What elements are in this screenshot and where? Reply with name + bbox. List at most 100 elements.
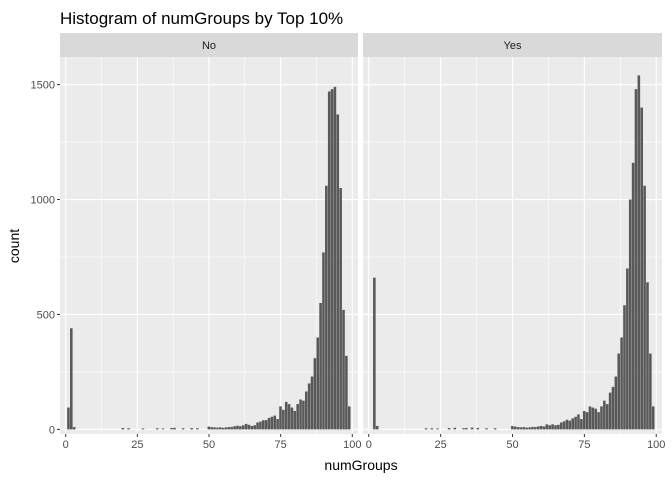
histogram-bar: [574, 416, 577, 430]
chart-title: Histogram of numGroups by Top 10%: [60, 9, 343, 28]
histogram-bar: [562, 421, 566, 430]
histogram-bar: [247, 424, 251, 430]
histogram-bar: [534, 427, 537, 430]
histogram-bar: [327, 91, 331, 430]
histogram-bar: [643, 185, 646, 430]
x-tick-label: 25: [435, 439, 447, 451]
x-tick-label: 50: [203, 439, 215, 451]
histogram-bar: [511, 425, 514, 430]
facet-strip: [60, 33, 358, 57]
histogram-bar: [513, 426, 517, 430]
histogram-bar: [127, 428, 130, 430]
histogram-bar: [161, 428, 165, 430]
x-axis-title: numGroups: [324, 457, 397, 473]
histogram-bar: [608, 392, 612, 430]
histogram-bar: [646, 282, 649, 430]
histogram-bar: [190, 428, 193, 430]
histogram-bar: [279, 406, 282, 430]
histogram-bar: [493, 428, 497, 430]
histogram-bar: [651, 406, 655, 430]
histogram-bar: [462, 428, 465, 430]
histogram-bar: [253, 425, 256, 430]
histogram-bar: [424, 428, 428, 430]
histogram-bar: [256, 422, 259, 430]
histogram-bar: [282, 409, 285, 430]
histogram-bar: [617, 353, 621, 430]
histogram-bar: [582, 411, 586, 430]
histogram-bar: [236, 425, 239, 430]
histogram-bar: [213, 427, 216, 430]
histogram-bar: [637, 75, 641, 430]
histogram-bar: [453, 427, 457, 430]
histogram-bar: [239, 426, 242, 430]
histogram-bar: [571, 418, 575, 430]
histogram-bar: [250, 425, 254, 430]
histogram-bar: [347, 406, 351, 430]
histogram-bar: [528, 427, 531, 430]
histogram-bar: [559, 422, 563, 430]
histogram-bar: [626, 268, 629, 430]
histogram-bar: [577, 414, 580, 430]
histogram-bar: [302, 400, 305, 430]
histogram-bar: [342, 309, 345, 430]
x-tick-label: 25: [131, 439, 143, 451]
histogram-bar: [623, 305, 626, 430]
histogram-bar: [611, 386, 615, 430]
histogram-bar: [273, 415, 277, 430]
histogram-bar: [310, 376, 314, 430]
histogram-bar: [259, 421, 262, 430]
histogram-bar: [224, 427, 228, 430]
histogram-bar: [531, 426, 534, 430]
histogram-bar: [375, 425, 379, 430]
histogram-bar: [244, 423, 248, 430]
histogram-bar: [233, 426, 236, 430]
histogram-bar: [330, 89, 334, 430]
histogram-bar: [522, 427, 526, 430]
x-tick-label: 0: [63, 439, 69, 451]
histogram-bar: [210, 427, 213, 430]
histogram-bar: [539, 425, 543, 430]
histogram-bar: [485, 428, 488, 430]
histogram-bar: [631, 162, 635, 430]
facet-strip-label: Yes: [504, 40, 522, 52]
histogram-bar: [585, 412, 589, 430]
histogram-bar: [196, 428, 199, 430]
histogram-bar: [316, 337, 320, 430]
histogram-bar: [264, 420, 268, 430]
histogram-bar: [284, 401, 288, 430]
histogram-bar: [241, 425, 245, 430]
histogram-bar: [470, 427, 474, 430]
histogram-bar: [588, 406, 592, 430]
histogram-bar: [287, 404, 291, 430]
histogram-bar: [173, 427, 176, 430]
histogram-bar: [554, 425, 557, 430]
histogram-bar: [304, 391, 308, 430]
histogram-bar: [333, 86, 337, 430]
facet-strip: [363, 33, 662, 57]
histogram-bar: [557, 424, 560, 430]
histogram-bar: [634, 89, 638, 430]
histogram-bar: [373, 277, 376, 430]
histogram-bar: [207, 426, 211, 430]
histogram-bar: [603, 400, 606, 430]
x-tick-label: 75: [578, 439, 590, 451]
histogram-bar: [299, 399, 302, 430]
histogram-bar: [640, 107, 644, 430]
histogram-bar: [447, 428, 451, 430]
histogram-bar: [649, 353, 652, 430]
x-tick-label: 50: [506, 439, 518, 451]
histogram-bar: [262, 420, 265, 430]
histogram-bar: [307, 383, 311, 430]
histogram-bar: [430, 428, 434, 430]
histogram-bar: [293, 411, 297, 430]
histogram-bar: [270, 416, 274, 430]
histogram-bar: [170, 428, 173, 430]
histogram-bar: [230, 426, 234, 430]
histogram-bar: [565, 419, 569, 430]
histogram-bar: [141, 428, 145, 430]
histogram-bar: [519, 427, 523, 430]
y-tick-label: 500: [37, 309, 55, 321]
histogram-bar: [628, 199, 632, 430]
